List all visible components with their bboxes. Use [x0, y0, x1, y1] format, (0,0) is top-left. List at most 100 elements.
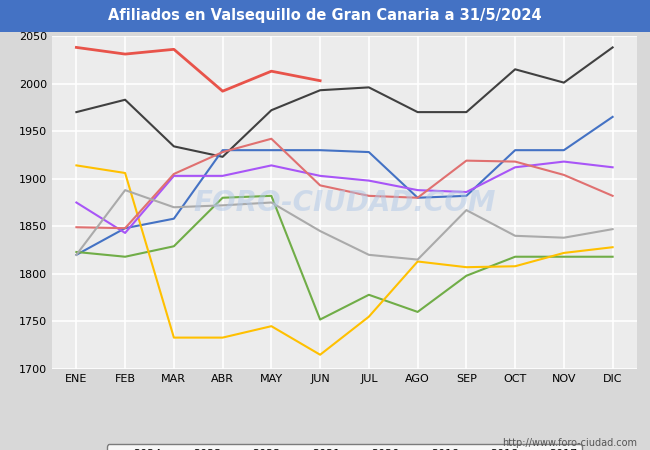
Line: 2018: 2018 [77, 139, 612, 228]
Line: 2020: 2020 [77, 166, 612, 355]
2017 [268, 200, 276, 205]
2021 [72, 249, 81, 255]
Legend: 2024, 2023, 2022, 2021, 2020, 2019, 2018, 2017: 2024, 2023, 2022, 2021, 2020, 2019, 2018… [107, 445, 582, 450]
2019 [560, 159, 568, 164]
2017 [365, 252, 373, 257]
2017 [170, 205, 178, 210]
2018 [511, 159, 519, 164]
2018 [218, 149, 227, 155]
2023 [560, 80, 568, 86]
2020 [413, 259, 421, 264]
2021 [121, 254, 129, 260]
2022 [413, 195, 421, 200]
Line: 2017: 2017 [77, 190, 612, 260]
2019 [608, 165, 616, 170]
2020 [560, 250, 568, 256]
2023 [121, 97, 129, 103]
2019 [72, 200, 81, 205]
2021 [316, 317, 324, 322]
2023 [268, 108, 276, 113]
2020 [268, 324, 276, 329]
2018 [413, 195, 421, 200]
2018 [365, 193, 373, 198]
2018 [72, 225, 81, 230]
2022 [268, 148, 276, 153]
2022 [463, 193, 471, 198]
2019 [170, 173, 178, 179]
2024 [316, 78, 324, 83]
2017 [463, 207, 471, 213]
2024 [218, 89, 227, 94]
2022 [560, 148, 568, 153]
2017 [511, 233, 519, 238]
2023 [170, 144, 178, 149]
2020 [218, 335, 227, 340]
2021 [560, 254, 568, 260]
2017 [121, 188, 129, 193]
2021 [365, 292, 373, 297]
2018 [121, 225, 129, 231]
2022 [365, 149, 373, 155]
2023 [218, 154, 227, 160]
2019 [121, 230, 129, 236]
2021 [170, 243, 178, 249]
2017 [218, 202, 227, 208]
2024 [121, 51, 129, 57]
Text: http://www.foro-ciudad.com: http://www.foro-ciudad.com [502, 438, 637, 448]
2020 [511, 264, 519, 269]
2017 [316, 228, 324, 234]
2018 [463, 158, 471, 163]
2017 [413, 257, 421, 262]
2023 [511, 67, 519, 72]
2020 [365, 314, 373, 319]
2019 [218, 173, 227, 179]
2022 [218, 148, 227, 153]
2021 [463, 273, 471, 279]
2021 [608, 254, 616, 260]
2020 [463, 265, 471, 270]
2019 [511, 165, 519, 170]
2018 [316, 183, 324, 188]
2023 [463, 109, 471, 115]
2022 [608, 114, 616, 120]
2024 [170, 47, 178, 52]
2019 [365, 178, 373, 183]
2023 [608, 45, 616, 50]
2023 [316, 88, 324, 93]
Text: FORO-CIUDAD.COM: FORO-CIUDAD.COM [193, 189, 496, 216]
2022 [511, 148, 519, 153]
Line: 2023: 2023 [77, 47, 612, 157]
Line: 2021: 2021 [77, 196, 612, 320]
2020 [608, 244, 616, 250]
2021 [413, 309, 421, 315]
2022 [72, 252, 81, 257]
2018 [170, 171, 178, 177]
Text: Afiliados en Valsequillo de Gran Canaria a 31/5/2024: Afiliados en Valsequillo de Gran Canaria… [108, 8, 542, 23]
2021 [511, 254, 519, 260]
2017 [560, 235, 568, 240]
2022 [316, 148, 324, 153]
2017 [72, 252, 81, 257]
2023 [413, 109, 421, 115]
2019 [463, 189, 471, 195]
2022 [170, 216, 178, 221]
Line: 2019: 2019 [77, 162, 612, 233]
2024 [72, 45, 81, 50]
2020 [121, 170, 129, 176]
2021 [268, 193, 276, 198]
2022 [121, 225, 129, 231]
2023 [72, 109, 81, 115]
2018 [560, 172, 568, 178]
2023 [365, 85, 373, 90]
2021 [218, 195, 227, 200]
2019 [316, 173, 324, 179]
2018 [608, 193, 616, 198]
2017 [608, 226, 616, 232]
Line: 2024: 2024 [77, 47, 320, 91]
2024 [268, 68, 276, 74]
2020 [72, 163, 81, 168]
2019 [413, 188, 421, 193]
2020 [316, 352, 324, 357]
2018 [268, 136, 276, 141]
2019 [268, 163, 276, 168]
